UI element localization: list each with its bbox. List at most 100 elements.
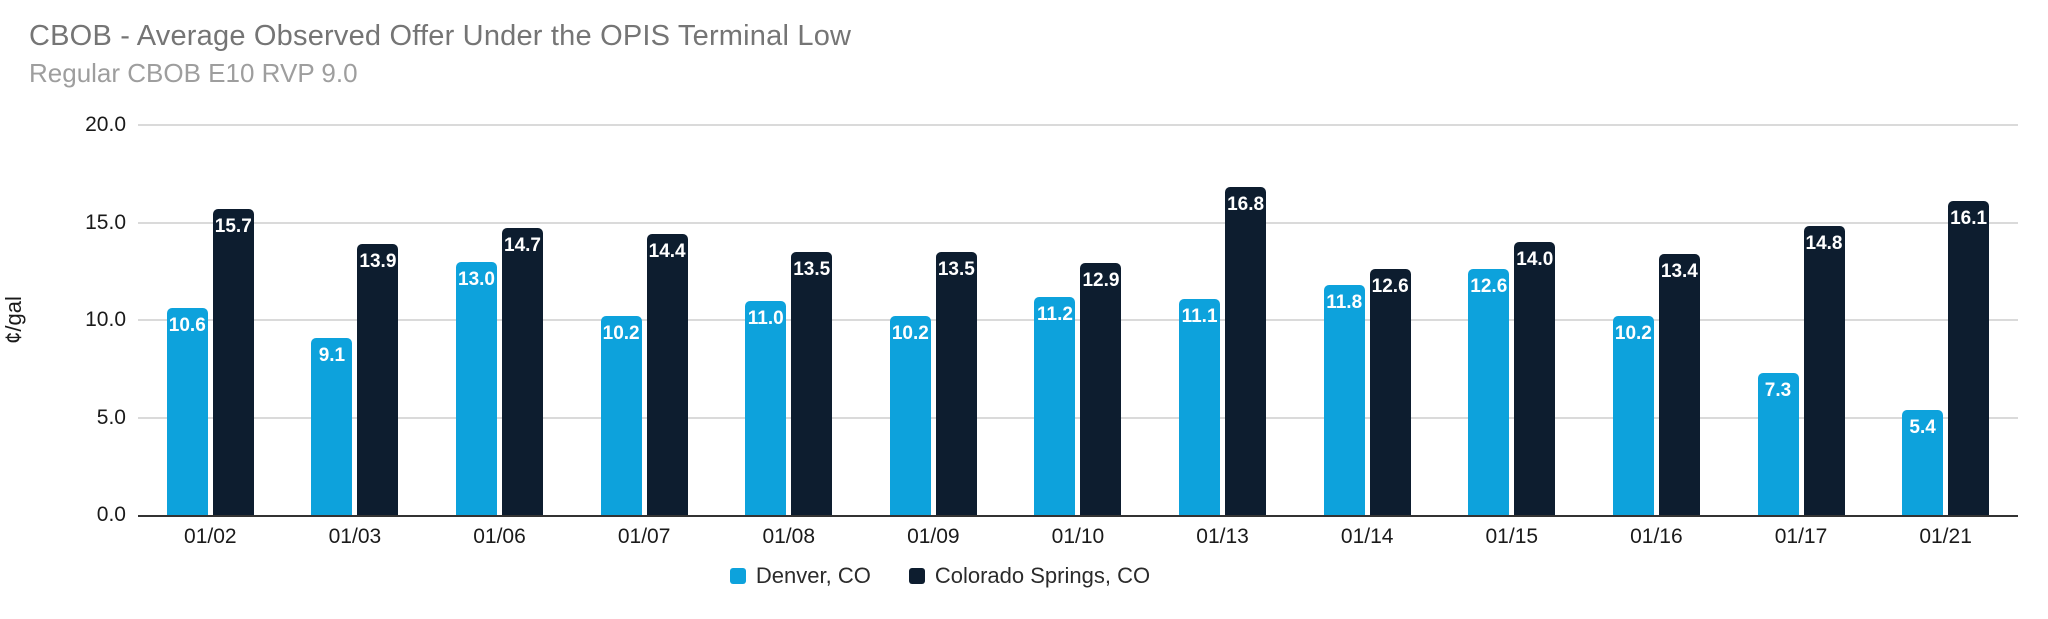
bar-denver-co-01-02[interactable]: 10.6 (166, 308, 208, 515)
bar-value-label: 14.0 (1516, 249, 1554, 270)
legend: Denver, CO Colorado Springs, CO (0, 563, 1880, 589)
bar-colorado-springs-co-01-16[interactable]: 13.4 (1658, 253, 1700, 515)
bar-value-label: 14.7 (504, 235, 541, 257)
y-tick-label: 0.0 (96, 503, 126, 526)
bar-denver-co-01-14[interactable]: 11.8 (1323, 284, 1365, 515)
bar-value-label: 10.2 (891, 323, 929, 345)
bar-value-label: 11.0 (747, 307, 784, 329)
legend-item-colorado-springs[interactable]: Colorado Springs, CO (908, 563, 1151, 589)
bar-value-label: 7.3 (1764, 379, 1792, 401)
bar-denver-co-01-21[interactable]: 5.4 (1902, 409, 1944, 515)
legend-label-colorado-springs: Colorado Springs, CO (934, 563, 1151, 588)
x-axis-label: 01/10 (1051, 525, 1105, 548)
x-axis-label: 01/07 (617, 525, 671, 548)
bar-group-01-14: 11.8 12.6 (1295, 125, 1440, 515)
bar-group-01-07: 10.2 14.4 (572, 125, 717, 515)
x-axis-label: 01/02 (184, 525, 237, 548)
bar-value-label: 11.2 (1036, 303, 1073, 325)
bar-group-01-17: 7.3 14.8 (1729, 125, 1874, 515)
bar-value-label: 15.7 (214, 215, 252, 237)
bar-value-label: 13.0 (458, 268, 495, 290)
bar-colorado-springs-co-01-21[interactable]: 16.1 (1948, 201, 1990, 515)
gridline (138, 319, 2018, 321)
bar-denver-co-01-06[interactable]: 13.0 (456, 261, 498, 515)
bar-group-01-06: 13.0 14.7 (427, 125, 572, 515)
bar-group-01-13: 11.1 16.8 (1150, 125, 1295, 515)
bar-group-01-03: 9.1 13.9 (283, 125, 428, 515)
bar-group-01-09: 10.2 13.5 (861, 125, 1006, 515)
x-axis-label: 01/17 (1774, 525, 1828, 548)
bar-value-label: 11.8 (1326, 291, 1363, 313)
x-axis-label: 01/16 (1630, 525, 1683, 548)
bar-value-label: 12.9 (1082, 270, 1120, 292)
bar-denver-co-01-03[interactable]: 9.1 (311, 337, 353, 515)
bar-value-label: 9.1 (318, 344, 346, 366)
y-axis: 0.0 5.0 10.0 15.0 20.0 (0, 113, 126, 526)
bar-colorado-springs-co-01-09[interactable]: 13.5 (935, 251, 977, 515)
bar-group-01-16: 10.2 13.4 (1584, 125, 1729, 515)
legend-swatch-denver (729, 568, 746, 584)
legend-label-denver: Denver, CO (755, 563, 871, 588)
bar-denver-co-01-09[interactable]: 10.2 (889, 316, 931, 515)
y-tick-label: 5.0 (96, 405, 126, 429)
bar-value-label: 16.1 (1950, 208, 1988, 230)
bar-colorado-springs-co-01-08[interactable]: 13.5 (791, 251, 833, 515)
bar-value-label: 13.5 (937, 258, 975, 280)
bar-value-label: 13.9 (359, 250, 397, 272)
bar-value-label: 14.4 (648, 241, 686, 263)
gridline (138, 124, 2018, 126)
bar-colorado-springs-co-01-13[interactable]: 16.8 (1225, 187, 1267, 515)
bar-value-label: 14.8 (1805, 233, 1843, 255)
bar-denver-co-01-16[interactable]: 10.2 (1612, 316, 1654, 515)
x-axis-label: 01/14 (1340, 525, 1394, 548)
bar-value-label: 13.5 (793, 258, 831, 280)
bar-value-label: 10.2 (602, 323, 640, 345)
bar-denver-co-01-15[interactable]: 12.6 (1468, 269, 1510, 515)
bar-group-01-10: 11.2 12.9 (1006, 125, 1151, 515)
y-tick-label: 10.0 (85, 308, 126, 331)
chart-title: CBOB - Average Observed Offer Under the … (29, 20, 852, 52)
x-axis-label: 01/13 (1196, 525, 1249, 548)
x-axis-label: 01/08 (762, 525, 816, 548)
bar-colorado-springs-co-01-10[interactable]: 12.9 (1080, 263, 1122, 515)
x-axis-label: 01/03 (328, 525, 382, 548)
gridline (138, 416, 2018, 419)
bar-value-label: 12.6 (1470, 276, 1508, 298)
bar-value-label: 11.1 (1181, 305, 1218, 327)
bar-groups: 10.6 15.7 9.1 13.9 13.0 14.7 10.2 14.4 11.0 13.5 1… (138, 125, 2018, 515)
bar-group-01-08: 11.0 13.5 (716, 125, 861, 515)
bar-group-01-02: 10.6 15.7 (138, 125, 283, 515)
bar-group-01-21: 5.4 16.1 (1873, 125, 2018, 515)
bar-colorado-springs-co-01-14[interactable]: 12.6 (1369, 269, 1411, 515)
bar-colorado-springs-co-01-15[interactable]: 14.0 (1514, 242, 1556, 515)
x-axis-label: 01/21 (1919, 525, 1972, 548)
bar-denver-co-01-10[interactable]: 11.2 (1034, 296, 1076, 515)
bar-colorado-springs-co-01-03[interactable]: 13.9 (357, 243, 399, 515)
bar-colorado-springs-co-01-02[interactable]: 15.7 (212, 208, 254, 515)
y-tick-label: 20.0 (85, 113, 126, 136)
bar-value-label: 13.4 (1660, 260, 1698, 282)
x-axis: 01/02 01/03 01/06 01/07 01/08 01/09 01/10 01/13… (138, 525, 2018, 549)
bar-value-label: 10.6 (168, 315, 206, 337)
y-tick-label: 15.0 (85, 210, 126, 234)
bar-denver-co-01-07[interactable]: 10.2 (600, 316, 642, 515)
legend-item-denver[interactable]: Denver, CO (729, 563, 871, 589)
gridline (138, 221, 2018, 224)
bar-denver-co-01-17[interactable]: 7.3 (1757, 372, 1799, 515)
bar-denver-co-01-08[interactable]: 11.0 (745, 300, 787, 515)
bar-denver-co-01-13[interactable]: 11.1 (1179, 298, 1221, 515)
bar-value-label: 12.6 (1371, 276, 1409, 298)
bar-value-label: 10.2 (1614, 323, 1652, 345)
x-axis-label: 01/06 (473, 525, 526, 548)
x-axis-label: 01/09 (907, 525, 960, 548)
plot-area: 10.6 15.7 9.1 13.9 13.0 14.7 10.2 14.4 11.0 13.5 1… (138, 124, 2018, 517)
bar-colorado-springs-co-01-06[interactable]: 14.7 (502, 228, 544, 515)
x-axis-label: 01/15 (1485, 525, 1539, 548)
bar-colorado-springs-co-01-17[interactable]: 14.8 (1803, 226, 1845, 515)
legend-swatch-colorado-springs (908, 568, 925, 584)
chart-subtitle: Regular CBOB E10 RVP 9.0 (29, 58, 358, 88)
bar-colorado-springs-co-01-07[interactable]: 14.4 (646, 234, 688, 515)
bar-value-label: 5.4 (1909, 416, 1936, 438)
bar-group-01-15: 12.6 14.0 (1439, 125, 1584, 515)
